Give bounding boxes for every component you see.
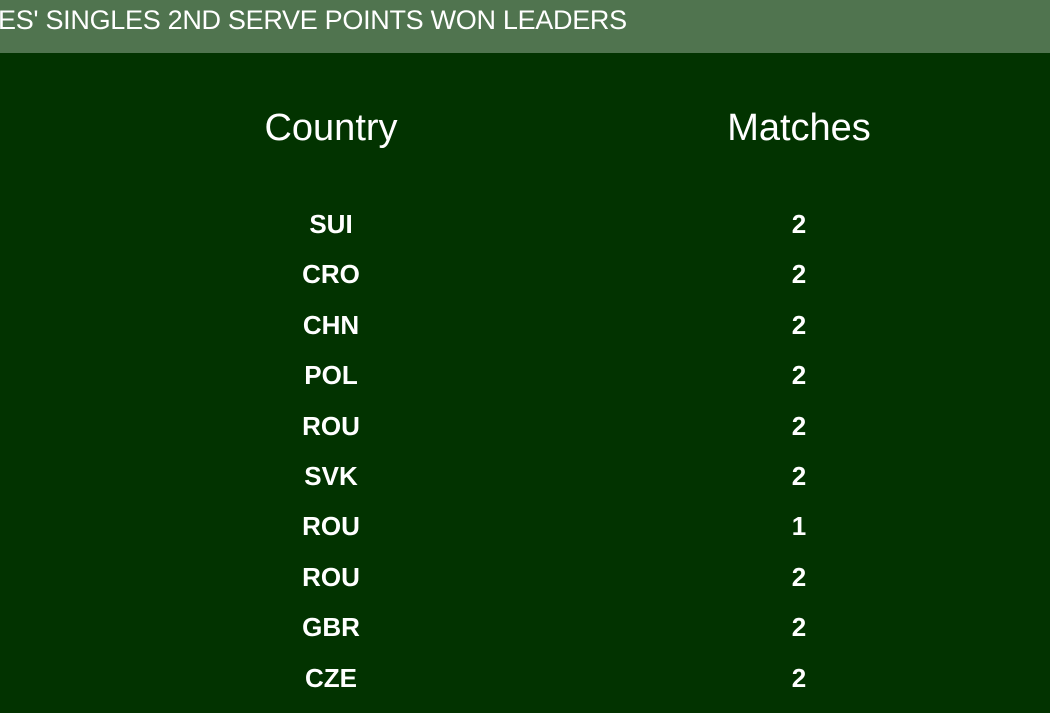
table-row: POL 2 [0,360,1050,410]
matches-cell: 2 [791,309,807,340]
table-row: CRO 2 [0,259,1050,309]
table-row: ROU 1 [0,511,1050,561]
country-cell: ROU [302,511,360,542]
table-row: GBR 2 [0,612,1050,662]
column-header-country: Country [264,107,398,149]
matches-cell: 2 [791,259,807,290]
country-cell: SUI [309,209,353,239]
title-banner: ES' SINGLES 2ND SERVE POINTS WON LEADERS [0,0,1050,53]
table-row: ROU 2 [0,562,1050,612]
matches-cell: 2 [791,461,807,491]
country-cell: ROU [302,410,360,441]
matches-cell: 2 [791,209,807,239]
table-row: CHN 2 [0,310,1050,360]
matches-cell: 2 [791,612,807,643]
country-cell: CZE [305,662,357,693]
table-row: SUI 2 [0,209,1050,259]
column-header-matches: Matches [727,107,871,149]
country-cell: ROU [302,561,360,592]
country-cell: POL [304,360,358,391]
country-cell: GBR [302,612,360,643]
matches-cell: 2 [791,410,807,441]
matches-cell: 2 [791,360,807,391]
country-cell: CRO [302,259,360,290]
country-cell: SVK [304,461,358,491]
table-row: CZE 2 [0,663,1050,713]
matches-cell: 2 [791,561,807,592]
table-row: ROU 2 [0,411,1050,461]
table-row: SVK 2 [0,461,1050,511]
page-title: ES' SINGLES 2ND SERVE POINTS WON LEADERS [0,5,627,35]
matches-cell: 2 [791,662,807,693]
country-cell: CHN [302,309,360,340]
matches-cell: 1 [791,511,807,542]
